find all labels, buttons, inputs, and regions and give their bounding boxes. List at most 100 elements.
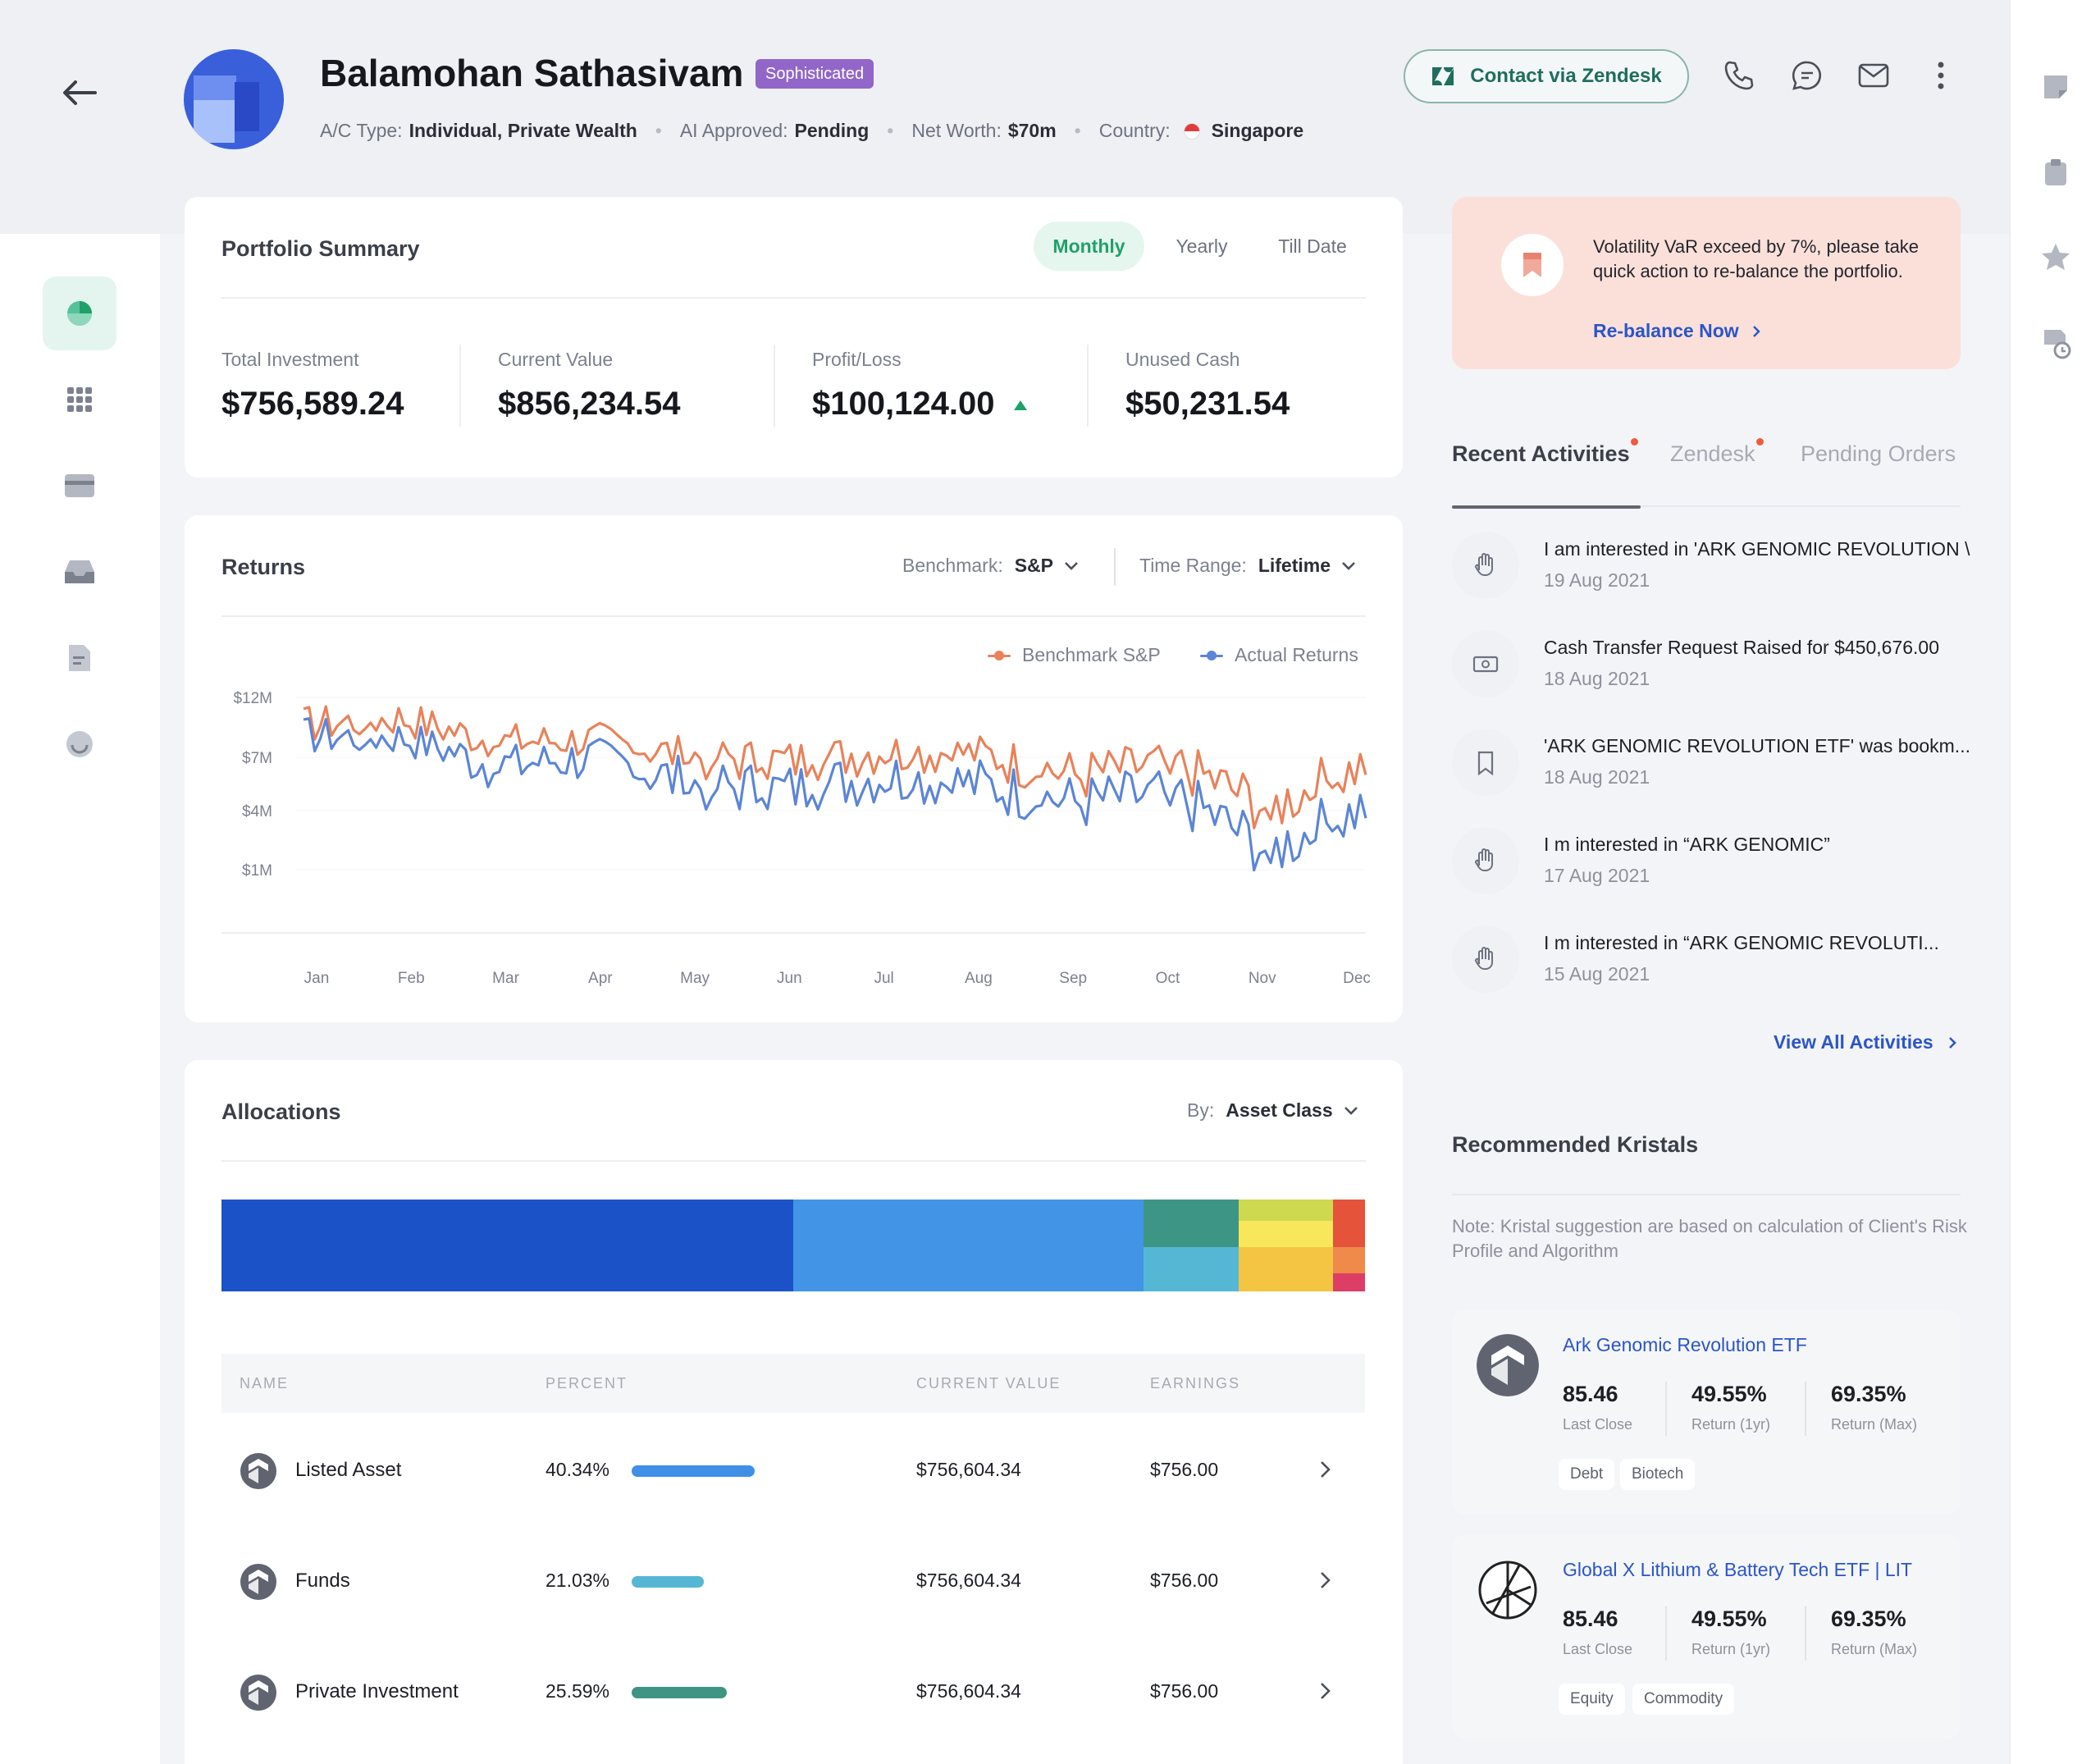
kristal-card[interactable]: Ark Genomic Revolution ETF 85.46 Last Clos… — [1452, 1309, 1961, 1515]
stat-label-unused-cash: Unused Cash — [1125, 349, 1240, 370]
chat-icon[interactable] — [1791, 59, 1824, 92]
stat-current-value: $856,234.54 — [498, 386, 681, 422]
benchmark-select[interactable]: Benchmark: S&P — [902, 555, 1080, 577]
chevron-right-icon[interactable] — [1312, 1679, 1337, 1703]
row-earnings: $756.00 — [1150, 1570, 1219, 1591]
chevron-down-icon — [1344, 1106, 1358, 1115]
activity-date: 18 Aug 2021 — [1544, 668, 1650, 689]
tab-pending-label: Pending Orders — [1801, 441, 1956, 466]
rebalance-label: Re-balance Now — [1593, 320, 1739, 341]
stat-unused-cash: $50,231.54 — [1125, 386, 1290, 422]
kristals-divider — [1452, 1194, 1961, 1195]
country-value: Singapore — [1211, 120, 1304, 141]
alloc-block-other[interactable] — [1239, 1200, 1333, 1221]
period-yearly[interactable]: Yearly — [1176, 235, 1228, 257]
kristal-tag[interactable]: Equity — [1559, 1684, 1625, 1715]
stat-separator — [459, 345, 461, 427]
header-band — [0, 0, 2010, 234]
phone-icon[interactable] — [1723, 59, 1755, 92]
list-item[interactable]: Cash Transfer Request Raised for $450,67… — [1452, 630, 1961, 704]
more-vertical-icon[interactable] — [1924, 59, 1957, 92]
kristal-return-1y: 49.55% — [1691, 1382, 1767, 1406]
alloc-block-other[interactable] — [1333, 1200, 1365, 1247]
clipboard-icon[interactable] — [2039, 156, 2072, 189]
alloc-block-other[interactable] — [1333, 1247, 1365, 1273]
kristal-card[interactable]: Global X Lithium & Battery Tech ETF | LI… — [1452, 1534, 1961, 1739]
stat-label-profit-loss: Profit/Loss — [812, 349, 902, 370]
nav-documents[interactable] — [43, 621, 116, 695]
row-percent-bar — [632, 1576, 704, 1588]
alloc-block-other[interactable] — [1333, 1273, 1365, 1291]
star-icon[interactable] — [2039, 241, 2072, 274]
row-current-value: $756,604.34 — [916, 1459, 1021, 1480]
list-item[interactable]: I m interested in “ARK GENOMIC REVOLUTI.… — [1452, 925, 1961, 999]
allocations-title: Allocations — [221, 1099, 341, 1124]
back-arrow-icon[interactable] — [57, 72, 103, 113]
kristal-tag[interactable]: Biotech — [1620, 1459, 1696, 1490]
stat-total-investment: $756,589.24 — [221, 386, 404, 422]
kristal-last-close-label: Last Close — [1563, 1641, 1633, 1657]
tab-zendesk[interactable]: Zendesk — [1670, 438, 1764, 467]
table-row[interactable]: Private Investment 25.59% $756,604.34 $756.… — [221, 1659, 1365, 1725]
asset-logo-icon — [240, 1453, 276, 1489]
document-clock-icon[interactable] — [2039, 327, 2072, 359]
nav-cards[interactable] — [43, 449, 116, 523]
alloc-block-other[interactable] — [1239, 1221, 1333, 1247]
alloc-block-listed[interactable] — [221, 1200, 793, 1291]
kristals-note: Note: Kristal suggestion are based on ca… — [1452, 1216, 1967, 1261]
pie-chart-icon — [67, 301, 92, 326]
kristal-tag[interactable]: Commodity — [1632, 1684, 1735, 1715]
kristal-return-max-label: Return (Max) — [1831, 1416, 1918, 1433]
nav-inbox[interactable] — [43, 535, 116, 609]
view-all-activities-link[interactable]: View All Activities — [1774, 1031, 1960, 1053]
tab-recent-activities[interactable]: Recent Activities — [1452, 438, 1638, 467]
notification-dot — [1755, 438, 1764, 446]
tab-recent-label: Recent Activities — [1452, 441, 1630, 466]
allocation-by-value: Asset Class — [1226, 1099, 1333, 1121]
alloc-block-funds[interactable] — [793, 1200, 1144, 1291]
period-till-date[interactable]: Till Date — [1278, 235, 1347, 257]
time-range-select[interactable]: Time Range: Lifetime — [1139, 555, 1357, 577]
mail-icon[interactable] — [1857, 59, 1890, 92]
nav-profile[interactable] — [43, 707, 116, 781]
nav-apps[interactable] — [43, 363, 116, 436]
rebalance-link[interactable]: Re-balance Now — [1593, 320, 1764, 342]
period-monthly[interactable]: Monthly — [1034, 222, 1144, 271]
contact-zendesk-label: Contact via Zendesk — [1470, 65, 1662, 87]
contact-zendesk-button[interactable]: Contact via Zendesk — [1404, 49, 1689, 103]
chevron-right-icon[interactable] — [1312, 1457, 1337, 1482]
list-item[interactable]: 'ARK GENOMIC REVOLUTION ETF' was bookm..… — [1452, 729, 1970, 802]
kristal-separator — [1805, 1606, 1806, 1661]
allocation-by-select[interactable]: By: Asset Class — [1187, 1099, 1359, 1122]
x-tick-label: Oct — [1156, 970, 1180, 987]
alert-text: Volatility VaR exceed by 7%, please take… — [1593, 236, 1920, 281]
ac-type-value: Individual, Private Wealth — [409, 120, 637, 141]
activity-tabs: Recent Activities Zendesk Pending Orders — [1452, 438, 1961, 507]
alloc-block-other[interactable] — [1144, 1247, 1239, 1291]
chevron-right-icon[interactable] — [1312, 1568, 1337, 1593]
view-all-label: View All Activities — [1774, 1031, 1933, 1053]
card-icon — [65, 474, 94, 497]
alloc-block-private[interactable] — [1144, 1200, 1239, 1247]
list-item[interactable]: I am interested in 'ARK GENOMIC REVOLUTI… — [1452, 532, 1970, 606]
kristal-name[interactable]: Ark Genomic Revolution ETF — [1563, 1334, 1807, 1355]
sticky-note-icon[interactable] — [2039, 71, 2072, 103]
row-name: Listed Asset — [295, 1459, 402, 1481]
row-current-value: $756,604.34 — [916, 1570, 1021, 1591]
hand-icon — [1452, 925, 1519, 993]
kristal-tag[interactable]: Debt — [1559, 1459, 1615, 1490]
col-current-value: CURRENT VALUE — [916, 1375, 1061, 1392]
x-tick-label: Nov — [1249, 970, 1276, 987]
activity-title: I m interested in “ARK GENOMIC REVOLUTI.… — [1544, 932, 1939, 953]
kristal-return-max-label: Return (Max) — [1831, 1641, 1918, 1657]
series-line-benchmark — [303, 705, 1367, 829]
kristal-name[interactable]: Global X Lithium & Battery Tech ETF | LI… — [1563, 1559, 1913, 1580]
table-row[interactable]: Listed Asset 40.34% $756,604.34 $756.00 — [221, 1437, 1365, 1503]
row-earnings: $756.00 — [1150, 1459, 1219, 1480]
table-row[interactable]: Funds 21.03% $756,604.34 $756.00 — [221, 1548, 1365, 1614]
alloc-block-other[interactable] — [1239, 1247, 1333, 1291]
tab-pending-orders[interactable]: Pending Orders — [1801, 441, 1956, 467]
list-item[interactable]: I m interested in “ARK GENOMIC” 17 Aug 20… — [1452, 827, 1961, 901]
nav-portfolio[interactable] — [43, 276, 116, 350]
time-range-label: Time Range: — [1139, 555, 1247, 576]
